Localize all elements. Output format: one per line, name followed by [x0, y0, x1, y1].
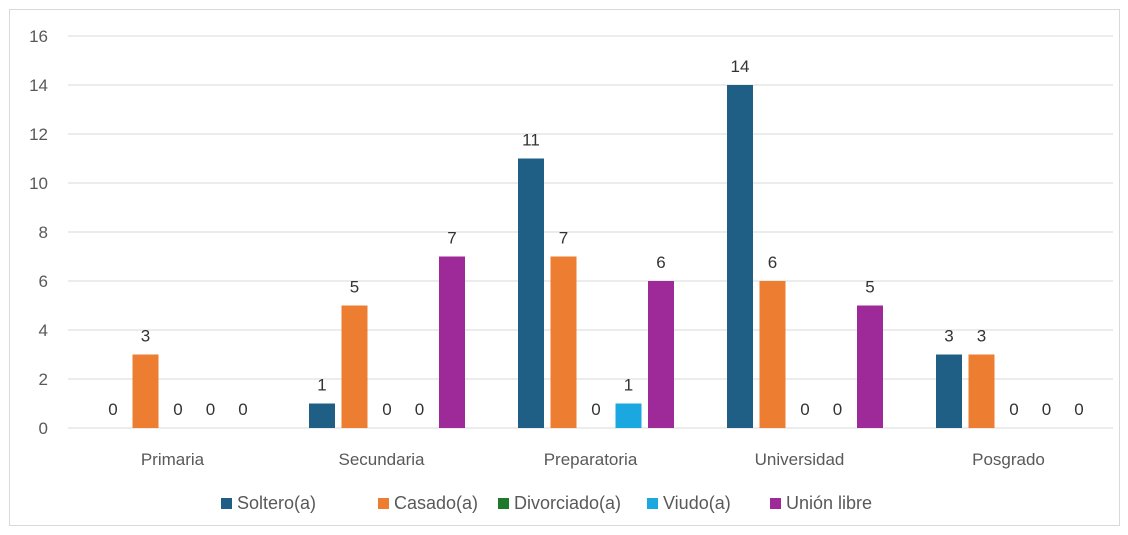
- data-label: 11: [522, 131, 540, 150]
- legend-item: Soltero(a): [221, 493, 316, 513]
- legend-label: Casado(a): [394, 493, 478, 513]
- bar: [132, 354, 159, 428]
- bar: [309, 403, 335, 428]
- bar: [550, 256, 577, 428]
- legend-item: Viudo(a): [647, 493, 731, 513]
- x-category-label: Posgrado: [972, 450, 1045, 469]
- y-tick-label: 4: [39, 321, 48, 340]
- y-tick-label: 2: [39, 370, 48, 389]
- data-label: 0: [415, 400, 424, 419]
- bar: [518, 158, 544, 428]
- legend-swatch: [221, 498, 232, 509]
- bar: [857, 305, 883, 428]
- bar: [968, 354, 995, 428]
- data-label: 7: [447, 229, 456, 248]
- data-label: 0: [108, 400, 117, 419]
- data-label: 0: [833, 400, 842, 419]
- data-label: 1: [317, 376, 326, 395]
- y-tick-label: 8: [39, 223, 48, 242]
- data-label: 6: [768, 253, 777, 272]
- data-label: 0: [591, 400, 600, 419]
- data-label: 0: [173, 400, 182, 419]
- x-category-label: Preparatoria: [544, 450, 638, 469]
- data-label: 0: [1009, 400, 1018, 419]
- y-tick-label: 0: [39, 419, 48, 438]
- x-category-label: Secundaria: [338, 450, 425, 469]
- bar: [727, 85, 753, 428]
- bar: [936, 354, 962, 428]
- legend-item: Casado(a): [378, 493, 478, 513]
- y-tick-label: 6: [39, 272, 48, 291]
- legend-item: Unión libre: [770, 493, 872, 513]
- data-label: 1: [624, 376, 633, 395]
- bars: [132, 85, 995, 428]
- data-labels: 0 3 0 0 0 1 5 0 0 7 11 7 0 1 6 14 6 0 0 5 3 3 0 0 0: [108, 57, 1083, 419]
- bar: [439, 256, 465, 428]
- data-label: 5: [865, 278, 874, 297]
- y-tick-label: 10: [29, 174, 48, 193]
- data-label: 0: [1042, 400, 1051, 419]
- data-label: 0: [1074, 400, 1083, 419]
- data-label: 0: [206, 400, 215, 419]
- data-label: 0: [382, 400, 391, 419]
- legend: Soltero(a) Casado(a) Divorciado(a) Viudo(a)…: [221, 493, 872, 513]
- legend-swatch: [498, 498, 509, 509]
- legend-swatch: [770, 498, 781, 509]
- bar: [759, 281, 786, 428]
- legend-label: Unión libre: [786, 493, 872, 513]
- data-label: 3: [944, 327, 953, 346]
- legend-label: Divorciado(a): [514, 493, 621, 513]
- gridlines: [68, 35, 1113, 429]
- y-axis-ticks: 0 2 4 6 8 10 12 14 16: [29, 27, 48, 438]
- y-tick-label: 14: [29, 76, 48, 95]
- y-tick-label: 12: [29, 125, 48, 144]
- legend-swatch: [378, 498, 389, 509]
- chart-frame: 0 2 4 6 8 10 12 14 16 0 3 0 0 0 1 5 0 0 7 11 7 0 1 6 14 6 0 0 5 3 3 0 0…: [9, 9, 1120, 526]
- legend-swatch: [647, 498, 658, 509]
- bar: [341, 305, 368, 428]
- data-label: 3: [141, 327, 150, 346]
- x-category-label: Universidad: [755, 450, 845, 469]
- legend-item: Divorciado(a): [498, 493, 621, 513]
- data-label: 0: [800, 400, 809, 419]
- data-label: 5: [350, 278, 359, 297]
- data-label: 14: [731, 57, 750, 76]
- y-tick-label: 16: [29, 27, 48, 46]
- bar: [648, 281, 674, 428]
- x-axis-categories: Primaria Secundaria Preparatoria Universida…: [141, 450, 1045, 469]
- data-label: 6: [656, 253, 665, 272]
- legend-label: Soltero(a): [237, 493, 316, 513]
- data-label: 0: [238, 400, 247, 419]
- data-label: 7: [559, 229, 568, 248]
- legend-label: Viudo(a): [663, 493, 731, 513]
- data-label: 3: [977, 327, 986, 346]
- x-category-label: Primaria: [141, 450, 205, 469]
- bar: [615, 403, 642, 428]
